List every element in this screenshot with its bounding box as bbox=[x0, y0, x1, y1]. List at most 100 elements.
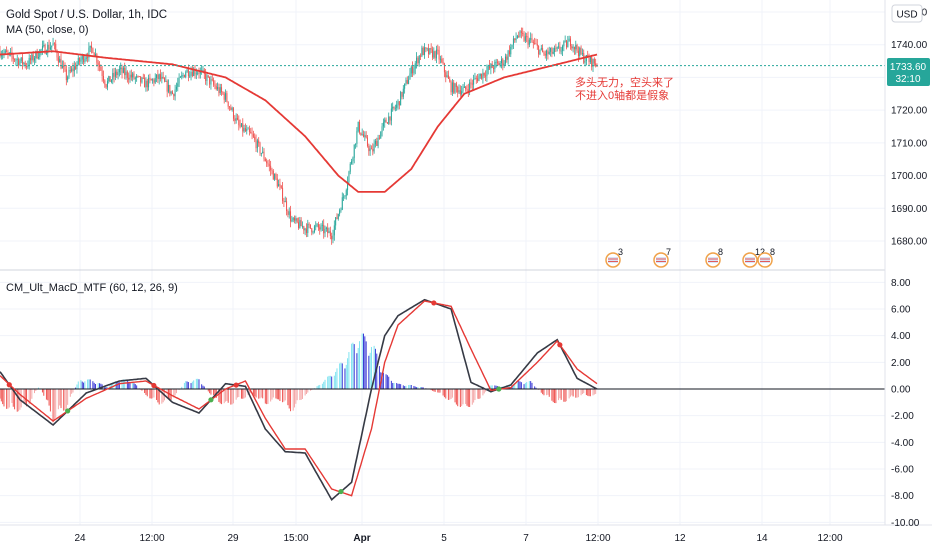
candle-body bbox=[227, 101, 229, 107]
candle-body bbox=[463, 86, 465, 88]
candle-body bbox=[324, 228, 326, 234]
candle-body bbox=[595, 63, 597, 66]
cross-dot bbox=[431, 300, 437, 306]
candle-body bbox=[161, 76, 163, 80]
candle-body bbox=[294, 217, 296, 221]
candle-body bbox=[201, 70, 203, 71]
candle-body bbox=[179, 76, 181, 78]
event-flag-icon[interactable]: 7 bbox=[653, 247, 671, 268]
candle-body bbox=[88, 47, 90, 58]
candle-body bbox=[152, 79, 154, 81]
candle-body bbox=[170, 91, 172, 94]
macd-axis[interactable]: 8.00 6.00 4.00 2.00 0.00 -2.00 -4.00 -6.00 -8.00… bbox=[891, 278, 920, 529]
candle-body bbox=[295, 218, 297, 221]
candle-body bbox=[523, 34, 525, 41]
candle-body bbox=[351, 161, 353, 164]
macd-indicator-label[interactable]: CM_Ult_MacD_MTF (60, 12, 26, 9) bbox=[6, 282, 178, 294]
candle-body bbox=[108, 76, 110, 82]
price-tick-label: 1720.00 bbox=[891, 106, 928, 117]
candle-body bbox=[321, 224, 323, 226]
candle-body bbox=[528, 39, 530, 45]
candle-body bbox=[301, 226, 303, 227]
candle-body bbox=[48, 44, 50, 50]
candle-body bbox=[236, 117, 238, 120]
macd-tick-label: 8.00 bbox=[891, 278, 911, 289]
candle-body bbox=[398, 101, 400, 106]
candle-body bbox=[106, 81, 108, 88]
candle-body bbox=[291, 220, 293, 222]
candle-body bbox=[128, 77, 130, 80]
candle-body bbox=[560, 50, 562, 52]
candle-body bbox=[497, 61, 498, 63]
candle-body bbox=[478, 76, 480, 82]
candle-body bbox=[217, 87, 219, 90]
event-flag-icon[interactable]: 8 bbox=[757, 247, 775, 268]
candle-body bbox=[8, 52, 10, 54]
candle-body bbox=[270, 165, 272, 171]
candle-body bbox=[149, 77, 151, 80]
candle-body bbox=[303, 226, 305, 231]
candle-body bbox=[591, 56, 593, 67]
event-count: 7 bbox=[666, 247, 671, 257]
event-flag-icon[interactable]: 8 bbox=[705, 247, 723, 268]
candle-body bbox=[349, 163, 351, 172]
candle-body bbox=[214, 84, 216, 87]
candle-body bbox=[572, 46, 574, 49]
candle-body bbox=[434, 51, 436, 59]
candle-body bbox=[340, 209, 342, 211]
candle-body bbox=[530, 38, 532, 40]
candle-body bbox=[246, 129, 248, 132]
candle-body bbox=[596, 65, 598, 67]
event-flag-icon[interactable]: 3 bbox=[605, 247, 623, 268]
candle-body bbox=[512, 38, 514, 45]
candle-body bbox=[515, 38, 517, 41]
candle-body bbox=[503, 63, 505, 66]
candle-body bbox=[202, 69, 204, 71]
currency-button[interactable]: USD bbox=[891, 4, 923, 23]
chart-title: Gold Spot / U.S. Dollar, 1h, IDC bbox=[6, 9, 167, 21]
candle-body bbox=[105, 84, 107, 88]
candle-body bbox=[60, 58, 62, 69]
candle-body bbox=[386, 122, 388, 124]
candle-body bbox=[405, 80, 407, 84]
candle-body bbox=[59, 58, 61, 63]
candle-body bbox=[337, 214, 339, 219]
candle-body bbox=[28, 57, 30, 66]
candle-body bbox=[169, 85, 171, 94]
candle-body bbox=[252, 134, 254, 137]
candle-body bbox=[32, 54, 34, 61]
candle-body bbox=[401, 92, 403, 97]
candle-body bbox=[243, 128, 245, 132]
event-flag-icon[interactable]: 12 bbox=[742, 247, 765, 268]
candle-body bbox=[130, 74, 132, 78]
candle-body bbox=[175, 86, 177, 90]
ma-indicator-label[interactable]: MA (50, close, 0) bbox=[6, 24, 89, 36]
candle-body bbox=[584, 61, 586, 63]
candle-body bbox=[222, 92, 224, 94]
candle-body bbox=[592, 59, 594, 67]
candle-body bbox=[238, 119, 240, 126]
candle-body bbox=[69, 70, 71, 72]
candle-body bbox=[141, 77, 143, 83]
candle-body bbox=[320, 225, 322, 230]
candle-body bbox=[166, 80, 168, 92]
candle-body bbox=[177, 83, 179, 87]
candle-body bbox=[186, 69, 188, 73]
candle-body bbox=[540, 48, 542, 50]
candle-body bbox=[71, 68, 73, 72]
last-price-value: 1733.60 bbox=[890, 62, 927, 73]
candle-body bbox=[160, 74, 162, 80]
candle-body bbox=[171, 91, 173, 94]
price-axis[interactable]: 1680.001690.001700.001710.001720.001730.… bbox=[891, 8, 928, 248]
candle-body bbox=[156, 74, 158, 79]
candle-body bbox=[262, 151, 264, 154]
time-tick-label: 12 bbox=[674, 533, 686, 544]
cross-dot bbox=[557, 342, 563, 348]
candle-body bbox=[37, 56, 39, 59]
candle-body bbox=[158, 74, 160, 80]
time-axis[interactable]: 24 12:00 29 15:00 Apr 5 7 12:00 12 14 12:00 bbox=[74, 533, 843, 544]
candle-body bbox=[61, 65, 63, 69]
candle-body bbox=[23, 62, 25, 65]
candle-body bbox=[304, 228, 306, 231]
